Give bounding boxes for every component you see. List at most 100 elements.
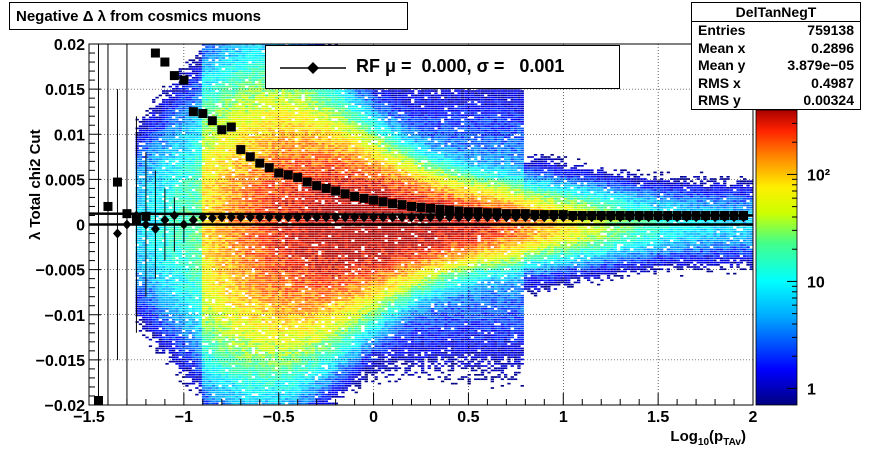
- heatmap-cell: [201, 180, 206, 183]
- heatmap-cell: [201, 189, 206, 191]
- heatmap-cell: [145, 288, 149, 290]
- heatmap-cell: [142, 305, 146, 308]
- heatmap-cell: [211, 138, 216, 141]
- heatmap-cell: [162, 226, 166, 229]
- heatmap-cell: [221, 79, 226, 81]
- heatmap-cell: [168, 162, 173, 165]
- heatmap-cell: [231, 187, 236, 189]
- heatmap-cell: [221, 99, 226, 101]
- heatmap-cell: [162, 305, 166, 308]
- heatmap-cell: [148, 299, 153, 301]
- heatmap-cell: [175, 156, 179, 158]
- heatmap-cell: [185, 99, 189, 101]
- heatmap-cell: [231, 156, 236, 158]
- heatmap-cell: [172, 92, 176, 95]
- heatmap-cell: [255, 257, 259, 260]
- heatmap-cell: [152, 167, 156, 169]
- heatmap-cell: [235, 237, 239, 240]
- heatmap-cell: [245, 393, 249, 396]
- heatmap-cell: [172, 156, 176, 158]
- heatmap-cell: [208, 235, 212, 238]
- heatmap-cell: [225, 96, 229, 99]
- heatmap-cell: [142, 182, 146, 185]
- heatmap-cell: [211, 222, 216, 224]
- heatmap-cell: [175, 356, 179, 359]
- heatmap-cell: [251, 127, 256, 130]
- heatmap-cell: [188, 145, 192, 147]
- heatmap-cell: [172, 349, 176, 352]
- heatmap-cell: [168, 272, 173, 275]
- heatmap-cell: [168, 360, 173, 363]
- heatmap-cell: [221, 191, 226, 194]
- heatmap-cell: [248, 257, 252, 260]
- heatmap-cell: [221, 57, 226, 59]
- heatmap-cell: [225, 376, 229, 378]
- heatmap-cell: [175, 176, 179, 178]
- heatmap-cell: [188, 68, 192, 70]
- heatmap-cell: [245, 297, 249, 299]
- heatmap-cell: [215, 264, 219, 266]
- heatmap-cell: [255, 385, 259, 387]
- heatmap-cell: [162, 286, 166, 288]
- heatmap-cell: [221, 371, 226, 374]
- heatmap-cell: [185, 308, 189, 310]
- heatmap-cell: [145, 253, 149, 255]
- heatmap-cell: [201, 367, 206, 370]
- heatmap-cell: [155, 341, 159, 343]
- heatmap-cell: [162, 301, 166, 304]
- heatmap-cell: [215, 231, 219, 233]
- heatmap-cell: [218, 358, 222, 361]
- heatmap-cell: [182, 305, 186, 308]
- heatmap-cell: [175, 244, 179, 246]
- heatmap-cell: [201, 145, 206, 147]
- heatmap-cell: [228, 338, 232, 341]
- heatmap-cell: [248, 105, 252, 108]
- heatmap-cell: [185, 147, 189, 150]
- heatmap-cell: [201, 136, 206, 139]
- heatmap-cell: [248, 195, 252, 198]
- heatmap-cell: [211, 101, 216, 103]
- heatmap-cell: [215, 182, 219, 185]
- heatmap-cell: [165, 198, 169, 200]
- heatmap-cell: [221, 356, 226, 359]
- heatmap-cell: [172, 244, 176, 246]
- heatmap-cell: [178, 250, 182, 253]
- heatmap-cell: [258, 83, 262, 86]
- heatmap-cell: [152, 325, 156, 328]
- heatmap-cell: [188, 116, 192, 119]
- heatmap-cell: [185, 277, 189, 279]
- heatmap-cell: [211, 99, 216, 101]
- heatmap-cell: [185, 158, 189, 161]
- heatmap-cell: [182, 200, 186, 202]
- heatmap-cell: [221, 387, 226, 389]
- heatmap-cell: [258, 101, 262, 103]
- heatmap-cell: [165, 171, 169, 174]
- heatmap-cell: [238, 209, 242, 211]
- heatmap-cell: [215, 136, 219, 139]
- heatmap-cell: [228, 286, 232, 288]
- heatmap-cell: [251, 259, 256, 262]
- heatmap-cell: [228, 162, 232, 165]
- heatmap-cell: [245, 92, 249, 95]
- heatmap-cell: [165, 294, 169, 297]
- heatmap-cell: [245, 290, 249, 293]
- heatmap-cell: [135, 209, 139, 211]
- heatmap-cell: [231, 303, 236, 306]
- heatmap-cell: [205, 250, 209, 253]
- heatmap-cell: [152, 204, 156, 207]
- heatmap-cell: [211, 52, 216, 55]
- heatmap-cell: [225, 299, 229, 301]
- heatmap-cell: [245, 59, 249, 62]
- heatmap-cell: [145, 129, 149, 132]
- heatmap-cell: [221, 182, 226, 185]
- heatmap-cell: [228, 259, 232, 262]
- heatmap-cell: [241, 79, 246, 81]
- heatmap-cell: [238, 99, 242, 101]
- heatmap-cell: [178, 239, 182, 242]
- heatmap-cell: [245, 220, 249, 222]
- heatmap-cell: [245, 286, 249, 288]
- heatmap-cell: [221, 237, 226, 240]
- heatmap-cell: [245, 195, 249, 198]
- heatmap-cell: [248, 242, 252, 244]
- heatmap-cell: [152, 112, 156, 114]
